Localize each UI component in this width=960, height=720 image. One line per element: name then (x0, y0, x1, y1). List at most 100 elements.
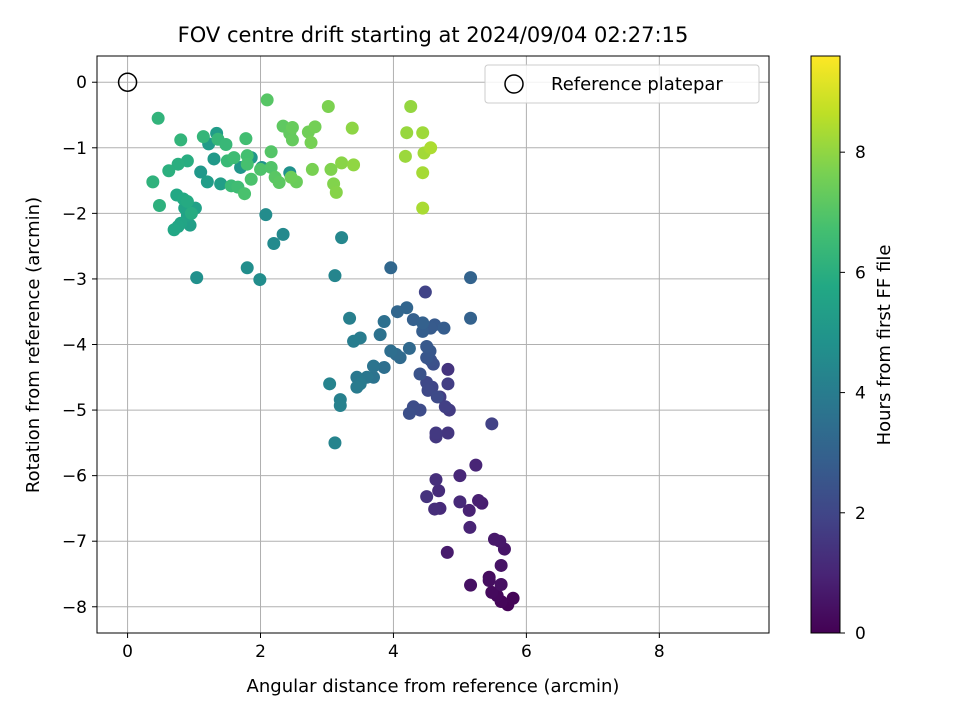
grid-lines (97, 56, 769, 633)
y-tick-label: −4 (62, 336, 87, 356)
scatter-point (324, 162, 338, 176)
colorbar: 0 2 4 6 8 Hours from first FF file (810, 55, 895, 644)
scatter-point (390, 305, 404, 319)
scatter-point (463, 520, 477, 534)
scatter-point (254, 162, 268, 176)
scatter-point (384, 261, 398, 275)
y-axis-ticks: 0 −1 −2 −3 −4 −5 −6 −7 −8 (62, 73, 97, 618)
chart-title: FOV centre drift starting at 2024/09/04 … (178, 23, 689, 47)
scatter-point (335, 156, 349, 170)
scatter-point (429, 473, 443, 487)
colorbar-tick-label: 0 (855, 624, 866, 644)
scatter-point (285, 133, 299, 147)
y-tick-label: 0 (76, 73, 87, 93)
scatter-point (343, 311, 357, 325)
scatter-point (194, 165, 208, 179)
scatter-point (180, 195, 194, 209)
y-tick-label: −3 (62, 270, 87, 290)
scatter-point (267, 237, 281, 251)
scatter-point (437, 321, 451, 335)
scatter-point (494, 577, 508, 591)
scatter-point (428, 502, 442, 516)
scatter-point (260, 93, 274, 107)
scatter-point (305, 162, 319, 176)
scatter-point (227, 151, 241, 165)
scatter-point (272, 176, 286, 190)
scatter-point (413, 367, 427, 381)
legend-entry: Reference platepar (551, 74, 723, 95)
scatter-point (350, 380, 364, 394)
scatter-point (416, 316, 430, 330)
scatter-point (453, 495, 467, 509)
scatter-point (416, 166, 430, 180)
scatter-point (321, 99, 335, 113)
reference-point-marker (117, 72, 138, 92)
scatter-point (244, 172, 258, 186)
scatter-point (190, 271, 204, 285)
scatter-point (253, 273, 267, 287)
colorbar-tick-label: 6 (855, 263, 866, 283)
scatter-point (264, 160, 278, 174)
scatter-point (384, 344, 398, 358)
scatter-point (402, 406, 416, 420)
scatter-point (429, 426, 443, 440)
scatter-point (469, 458, 483, 472)
scatter-point (464, 578, 478, 592)
scatter-point (494, 558, 508, 572)
scatter-point (453, 469, 467, 483)
x-axis-label: Angular distance from reference (arcmin) (247, 676, 620, 697)
legend-box (484, 64, 760, 104)
y-tick-label: −6 (62, 467, 87, 487)
scatter-point (146, 175, 160, 189)
scatter-point (421, 383, 435, 397)
scatter-point (239, 132, 253, 146)
scatter-point (416, 126, 430, 140)
scatter-point (345, 121, 359, 135)
legend-marker (504, 74, 524, 94)
scatter-point (424, 141, 438, 155)
scatter-point (462, 503, 476, 517)
scatter-point (416, 201, 430, 215)
scatter-point (333, 398, 347, 412)
scatter-point (402, 341, 416, 355)
scatter-points (146, 93, 520, 612)
scatter-point (440, 545, 454, 559)
y-tick-label: −5 (62, 401, 87, 421)
scatter-point (200, 175, 214, 189)
scatter-point (430, 390, 444, 404)
scatter-point (308, 120, 322, 134)
scatter-point (487, 532, 501, 546)
colorbar-gradient (810, 55, 841, 634)
x-tick-label: 4 (388, 642, 399, 662)
colorbar-label: Hours from first FF file (874, 245, 895, 446)
scatter-point (328, 269, 342, 283)
scatter-point (482, 574, 496, 588)
x-tick-label: 2 (255, 642, 266, 662)
scatter-point (240, 157, 254, 171)
scatter-point (418, 285, 432, 299)
scatter-point (373, 328, 387, 342)
scatter-point (438, 400, 452, 414)
scatter-point (335, 231, 349, 245)
scatter-point (464, 271, 478, 285)
scatter-point (485, 585, 499, 599)
scatter-point (441, 426, 455, 440)
scatter-point (167, 223, 181, 237)
scatter-point (264, 145, 278, 159)
scatter-point (240, 261, 254, 275)
scatter-point (196, 130, 210, 144)
scatter-point (214, 177, 228, 191)
scatter-point (506, 591, 520, 605)
scatter-point (219, 138, 233, 152)
y-tick-label: −1 (62, 139, 87, 159)
scatter-point (304, 136, 318, 150)
scatter-point (323, 377, 337, 391)
scatter-point (329, 185, 343, 199)
scatter-point (420, 490, 434, 504)
scatter-point (464, 311, 478, 325)
scatter-point (276, 227, 290, 241)
y-axis-label: Rotation from reference (arcmin) (23, 197, 44, 493)
scatter-point (259, 208, 273, 222)
scatter-point (367, 359, 381, 373)
